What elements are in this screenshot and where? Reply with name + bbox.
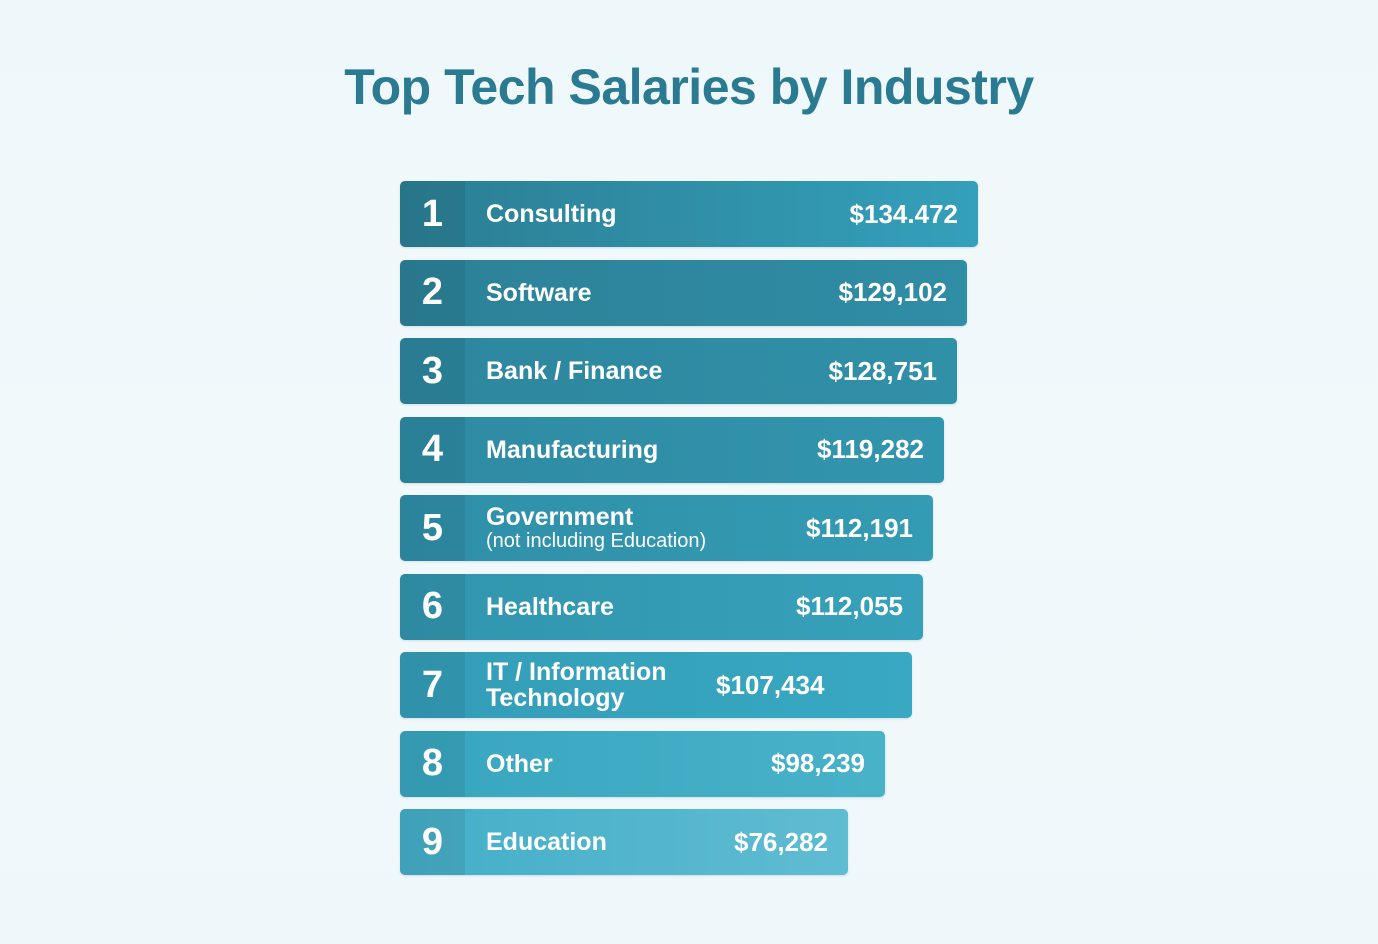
salary-value: $107,434 [716,669,825,700]
ranking-row: 7 IT / Information Technology $107,434 [400,652,912,718]
industry-label: Manufacturing [486,435,659,464]
industry-label: Other [486,749,553,778]
salary-value: $119,282 [816,434,924,464]
salary-value: $76,282 [734,826,828,857]
salary-value: $112,055 [795,591,903,621]
ranking-row: 4 Manufacturing $119,282 [400,416,944,483]
ranking-row: 6 Healthcare $112,055 [400,573,923,640]
chart-title: Top Tech Salaries by Industry [344,59,1034,115]
industry-label: Bank / Finance [486,357,663,385]
salary-value: $98,239 [771,748,865,778]
ranking-row: 5 Government (not including Education) $1… [400,495,933,561]
rank-number: 7 [400,652,465,718]
industry-label: IT / Information Technology [486,658,667,712]
ranking-row: 1 Consulting $134.472 [400,181,978,247]
rank-number: 3 [400,338,465,404]
salary-value: $128,751 [828,355,937,386]
rank-number: 8 [400,730,465,797]
salary-value: $134.472 [849,198,958,229]
rank-number: 1 [400,181,465,247]
ranking-row: 3 Bank / Finance $128,751 [400,338,957,404]
salary-value: $112,191 [805,512,913,543]
industry-label: Education [486,828,607,856]
industry-label: Government (not including Education) [465,504,806,552]
rank-number: 9 [400,809,465,875]
rank-number: 4 [400,416,465,483]
salary-value: $129,102 [838,277,947,307]
industry-label: Healthcare [486,592,614,621]
ranking-row: 9 Education $76,282 [400,809,848,875]
rank-number: 5 [400,495,465,561]
rank-number: 2 [400,259,465,326]
rank-number: 6 [400,573,465,640]
ranking-row: 8 Other $98,239 [400,730,885,797]
industry-label: Consulting [486,200,617,228]
industry-label: Software [486,278,592,307]
ranking-row: 2 Software $129,102 [400,259,967,326]
industry-sublabel: (not including Education) [486,530,707,552]
